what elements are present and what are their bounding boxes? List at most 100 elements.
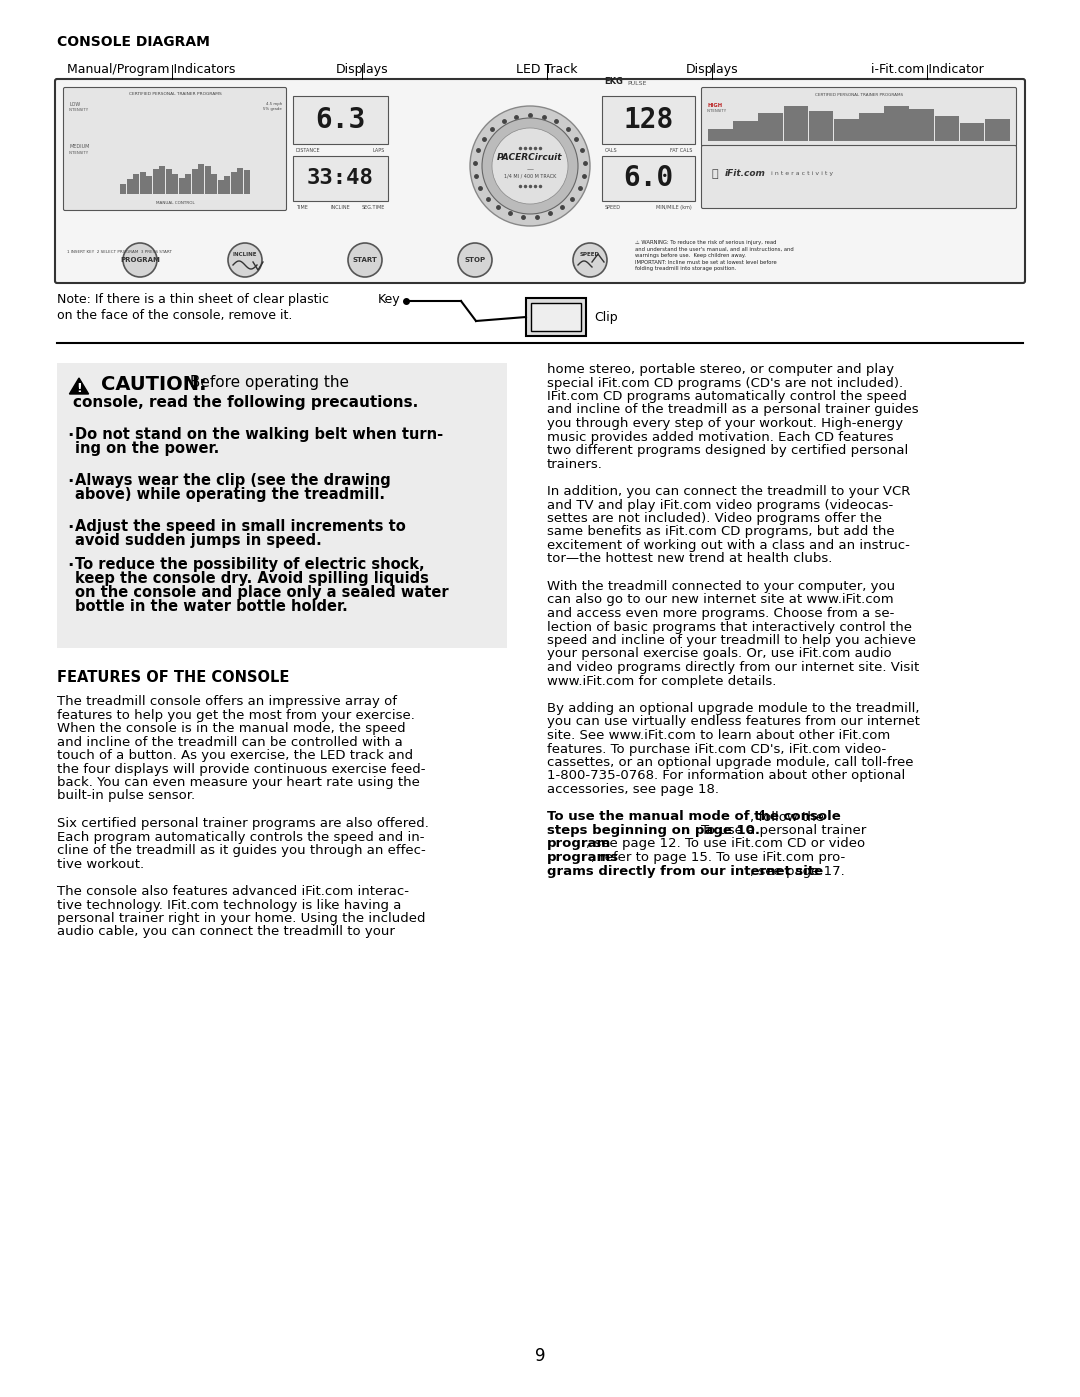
Text: Displays: Displays	[336, 63, 389, 75]
Text: INTENSITY: INTENSITY	[69, 108, 90, 112]
Text: avoid sudden jumps in speed.: avoid sudden jumps in speed.	[75, 534, 322, 548]
Text: FEATURES OF THE CONSOLE: FEATURES OF THE CONSOLE	[57, 671, 289, 685]
Bar	[185, 175, 191, 194]
Bar	[733, 122, 758, 141]
FancyBboxPatch shape	[57, 363, 507, 648]
Text: EKG: EKG	[604, 77, 623, 87]
Bar	[243, 170, 249, 194]
Bar	[809, 110, 834, 141]
Text: By adding an optional upgrade module to the treadmill,: By adding an optional upgrade module to …	[546, 703, 919, 715]
Text: 1/4 MI / 400 M TRACK: 1/4 MI / 400 M TRACK	[503, 173, 556, 179]
Text: Clip: Clip	[594, 310, 618, 324]
Text: audio cable, you can connect the treadmill to your: audio cable, you can connect the treadmi…	[57, 925, 395, 939]
Text: , see page 17.: , see page 17.	[751, 865, 846, 877]
Text: Manual/Program Indicators: Manual/Program Indicators	[67, 63, 235, 75]
Text: To reduce the possibility of electric shock,: To reduce the possibility of electric sh…	[75, 557, 424, 571]
Text: , follow the: , follow the	[751, 810, 824, 823]
Circle shape	[482, 117, 578, 214]
Text: bottle in the water bottle holder.: bottle in the water bottle holder.	[75, 599, 348, 615]
Text: The console also features advanced iFit.com interac-: The console also features advanced iFit.…	[57, 886, 409, 898]
Text: features. To purchase iFit.com CD's, iFit.com video-: features. To purchase iFit.com CD's, iFi…	[546, 742, 887, 756]
Text: your personal exercise goals. Or, use iFit.com audio: your personal exercise goals. Or, use iF…	[546, 647, 892, 661]
Bar	[224, 176, 230, 194]
Text: 33:48: 33:48	[307, 169, 374, 189]
Text: Do not stand on the walking belt when turn-: Do not stand on the walking belt when tu…	[75, 427, 443, 441]
Text: CERTIFIED PERSONAL TRAINER PROGRAMS: CERTIFIED PERSONAL TRAINER PROGRAMS	[129, 92, 221, 96]
Bar	[159, 166, 165, 194]
Bar	[178, 177, 185, 194]
Text: you can use virtually endless features from our internet: you can use virtually endless features f…	[546, 715, 920, 728]
Text: tive technology. IFit.com technology is like having a: tive technology. IFit.com technology is …	[57, 898, 402, 911]
Bar	[133, 175, 139, 194]
Text: on the face of the console, remove it.: on the face of the console, remove it.	[57, 309, 293, 321]
Text: and incline of the treadmill as a personal trainer guides: and incline of the treadmill as a person…	[546, 404, 919, 416]
Bar	[191, 169, 198, 194]
Text: TIME: TIME	[296, 205, 308, 210]
Bar	[230, 172, 237, 194]
Text: Displays: Displays	[686, 63, 739, 75]
Text: SPEED: SPEED	[605, 205, 621, 210]
Text: you through every step of your workout. High-energy: you through every step of your workout. …	[546, 416, 903, 430]
Text: ⓘ: ⓘ	[711, 169, 717, 179]
Text: touch of a button. As you exercise, the LED track and: touch of a button. As you exercise, the …	[57, 749, 414, 761]
Text: MANUAL CONTROL: MANUAL CONTROL	[156, 201, 194, 205]
Text: program: program	[546, 837, 611, 851]
Text: ⚠ WARNING: To reduce the risk of serious injury, read
and understand the user's : ⚠ WARNING: To reduce the risk of serious…	[635, 240, 794, 271]
Text: 4.5 mph: 4.5 mph	[266, 102, 282, 106]
Text: Adjust the speed in small increments to: Adjust the speed in small increments to	[75, 520, 406, 534]
Text: site. See www.iFit.com to learn about other iFit.com: site. See www.iFit.com to learn about ot…	[546, 729, 890, 742]
Bar	[237, 168, 243, 194]
Text: ·: ·	[67, 557, 73, 576]
Text: Key: Key	[378, 293, 401, 306]
Text: accessories, see page 18.: accessories, see page 18.	[546, 782, 719, 796]
Text: 5% grade: 5% grade	[264, 108, 282, 110]
Text: With the treadmill connected to your computer, you: With the treadmill connected to your com…	[546, 580, 895, 592]
FancyBboxPatch shape	[702, 88, 1016, 147]
Text: PACERCircuit: PACERCircuit	[497, 154, 563, 162]
Text: Six certified personal trainer programs are also offered.: Six certified personal trainer programs …	[57, 817, 429, 830]
FancyBboxPatch shape	[702, 145, 1016, 208]
Text: —: —	[527, 166, 534, 172]
Text: same benefits as iFit.com CD programs, but add the: same benefits as iFit.com CD programs, b…	[546, 525, 894, 538]
Text: ·: ·	[67, 520, 73, 536]
Text: DISTANCE: DISTANCE	[296, 148, 321, 154]
Text: HIGH: HIGH	[707, 103, 723, 108]
Text: tor—the hottest new trend at health clubs.: tor—the hottest new trend at health club…	[546, 552, 833, 566]
Bar	[165, 169, 172, 194]
Text: can also go to our new internet site at www.iFit.com: can also go to our new internet site at …	[546, 594, 893, 606]
Text: To use a personal trainer: To use a personal trainer	[701, 824, 866, 837]
Text: SEG.TIME: SEG.TIME	[362, 205, 384, 210]
Text: 1 INSERT KEY  2 SELECT PROGRAM  3 PRESS START: 1 INSERT KEY 2 SELECT PROGRAM 3 PRESS ST…	[67, 250, 172, 254]
Bar	[198, 163, 204, 194]
Text: Note: If there is a thin sheet of clear plastic: Note: If there is a thin sheet of clear …	[57, 293, 329, 306]
Text: home stereo, portable stereo, or computer and play: home stereo, portable stereo, or compute…	[546, 363, 894, 376]
Bar	[204, 166, 211, 194]
Text: The treadmill console offers an impressive array of: The treadmill console offers an impressi…	[57, 694, 397, 708]
Bar	[217, 180, 224, 194]
Text: LAPS: LAPS	[373, 148, 384, 154]
Text: CERTIFIED PERSONAL TRAINER PROGRAMS: CERTIFIED PERSONAL TRAINER PROGRAMS	[815, 94, 903, 96]
Bar	[934, 116, 959, 141]
Text: To use the manual mode of the console: To use the manual mode of the console	[546, 810, 840, 823]
Bar	[120, 184, 126, 194]
Bar	[885, 106, 909, 141]
Polygon shape	[69, 379, 89, 394]
Text: and access even more programs. Choose from a se-: and access even more programs. Choose fr…	[546, 608, 894, 620]
Text: on the console and place only a sealed water: on the console and place only a sealed w…	[75, 585, 448, 599]
Text: PULSE: PULSE	[627, 81, 646, 87]
Text: 6.0: 6.0	[623, 165, 674, 193]
Text: tive workout.: tive workout.	[57, 858, 144, 870]
Circle shape	[228, 243, 262, 277]
Bar	[985, 119, 1010, 141]
Text: 128: 128	[623, 106, 674, 134]
Text: Each program automatically controls the speed and in-: Each program automatically controls the …	[57, 830, 424, 844]
Text: i-Fit.com Indicator: i-Fit.com Indicator	[870, 63, 984, 75]
FancyBboxPatch shape	[293, 156, 388, 201]
Text: ·: ·	[67, 474, 73, 490]
FancyBboxPatch shape	[526, 298, 586, 337]
Bar	[708, 129, 732, 141]
Text: 1-800-735-0768. For information about other optional: 1-800-735-0768. For information about ot…	[546, 770, 905, 782]
Text: 9: 9	[535, 1347, 545, 1365]
Text: In addition, you can connect the treadmill to your VCR: In addition, you can connect the treadmi…	[546, 485, 910, 497]
FancyBboxPatch shape	[602, 156, 696, 201]
